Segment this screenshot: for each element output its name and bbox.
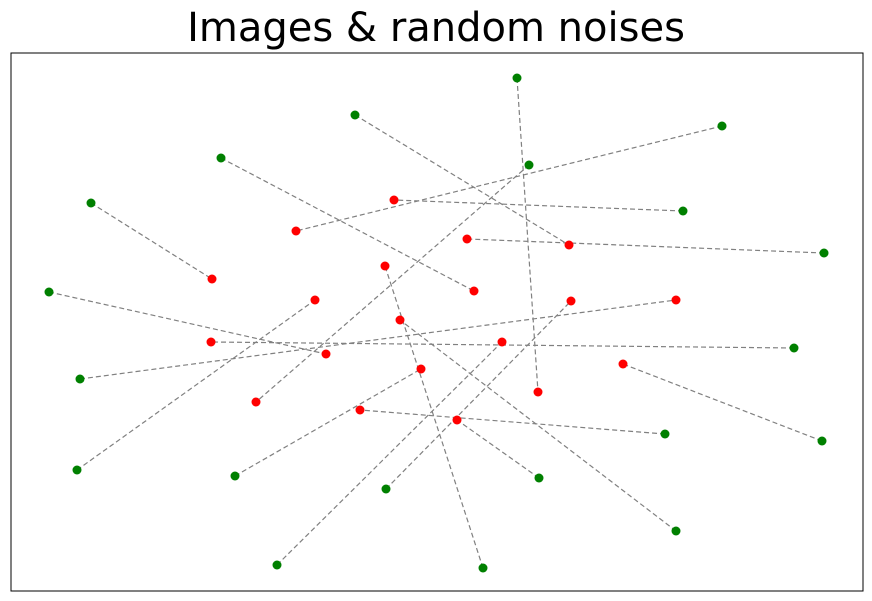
- image-point-13: [230, 471, 240, 481]
- connector-line-1: [354, 114, 570, 246]
- image-point-9: [75, 374, 85, 384]
- image-point-0: [512, 73, 522, 83]
- connector-line-7: [466, 238, 825, 254]
- connector-line-14: [359, 409, 666, 435]
- connector-line-2: [295, 125, 723, 232]
- noise-point-17: [395, 315, 405, 325]
- image-point-16: [534, 473, 544, 483]
- noise-point-19: [380, 261, 390, 271]
- image-point-14: [660, 429, 670, 439]
- connector-line-3: [255, 164, 530, 403]
- connector-line-0: [516, 77, 539, 393]
- noise-point-11: [310, 295, 320, 305]
- noise-point-13: [416, 364, 426, 374]
- noise-point-7: [462, 234, 472, 244]
- connector-line-17: [399, 319, 677, 532]
- image-point-2: [717, 121, 727, 131]
- noise-point-4: [469, 286, 479, 296]
- noise-point-9: [671, 295, 681, 305]
- image-point-10: [789, 343, 799, 353]
- image-point-18: [272, 560, 282, 570]
- noise-point-12: [618, 359, 628, 369]
- noise-point-18: [497, 337, 507, 347]
- connector-line-16: [456, 419, 540, 479]
- connector-lines: [48, 77, 825, 569]
- image-point-19: [478, 563, 488, 573]
- noise-point-3: [251, 397, 261, 407]
- noise-point-0: [533, 387, 543, 397]
- connector-line-6: [393, 199, 684, 212]
- noise-point-8: [321, 349, 331, 359]
- noise-point-6: [389, 195, 399, 205]
- image-point-12: [817, 436, 827, 446]
- noise-point-1: [564, 240, 574, 250]
- image-point-8: [44, 287, 54, 297]
- image-point-4: [216, 153, 226, 163]
- image-point-6: [678, 206, 688, 216]
- image-point-1: [350, 110, 360, 120]
- plot-frame: [10, 52, 864, 592]
- image-point-3: [524, 160, 534, 170]
- image-point-11: [72, 465, 82, 475]
- image-point-15: [381, 484, 391, 494]
- noise-point-10: [206, 337, 216, 347]
- connector-line-13: [234, 368, 422, 477]
- connector-line-18: [276, 341, 503, 566]
- noise-point-16: [452, 415, 462, 425]
- noise-point-2: [291, 226, 301, 236]
- connector-line-8: [48, 291, 327, 355]
- image-point-5: [86, 198, 96, 208]
- noise-point-14: [355, 405, 365, 415]
- chart-title: Images & random noises: [187, 5, 685, 51]
- image-point-7: [819, 248, 829, 258]
- noise-point-15: [566, 296, 576, 306]
- connector-line-11: [76, 299, 316, 471]
- image-points: [44, 73, 829, 573]
- connector-line-12: [622, 363, 823, 442]
- noise-point-5: [207, 274, 217, 284]
- connector-line-15: [385, 300, 572, 490]
- noise-points: [206, 195, 681, 425]
- image-point-17: [671, 526, 681, 536]
- connector-line-9: [79, 299, 677, 380]
